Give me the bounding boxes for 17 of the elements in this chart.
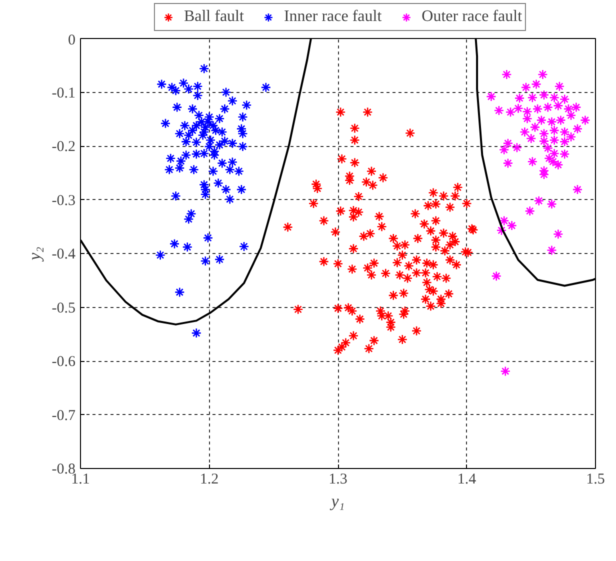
- x-tick-label: 1.3: [328, 472, 348, 488]
- x-tick-label: 1.4: [457, 472, 477, 488]
- legend-label: Ball fault: [184, 8, 244, 26]
- x-tick-label: 1.2: [200, 472, 219, 488]
- y-axis-title: y₂: [24, 246, 44, 262]
- y-tick-label: 0: [68, 32, 76, 48]
- x-axis-title: y₁: [329, 492, 345, 510]
- legend-label: Inner race fault: [284, 8, 382, 26]
- y-tick-label: -0.1: [52, 85, 76, 102]
- y-tick-label: -0.7: [52, 408, 76, 424]
- y-tick-label: -0.4: [52, 246, 76, 262]
- x-tick-label: 1.5: [586, 472, 605, 488]
- y-tick-label: -0.6: [52, 354, 76, 370]
- legend-label: Outer race fault: [422, 8, 522, 26]
- y-tick-label: -0.2: [52, 139, 76, 155]
- y-tick-label: -0.5: [52, 300, 76, 316]
- y-tick-label: -0.3: [52, 192, 76, 209]
